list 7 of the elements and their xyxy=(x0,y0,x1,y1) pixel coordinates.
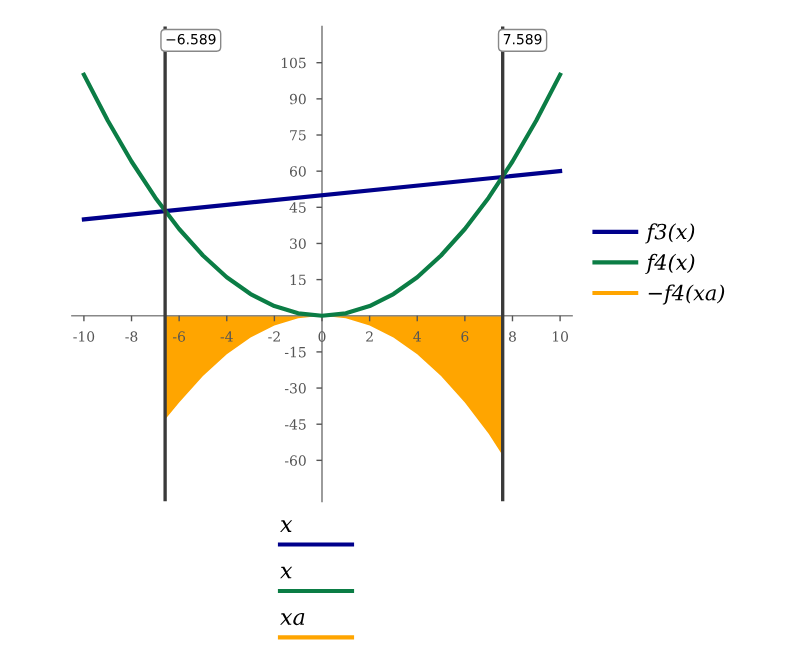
line-series xyxy=(81,72,563,318)
legend-label: f4(x) xyxy=(645,253,695,275)
legend-label: f3(x) xyxy=(645,223,695,244)
text: xa xyxy=(280,613,305,626)
legend-label: −f4(xa) xyxy=(648,284,725,305)
text: x xyxy=(280,566,293,579)
text: x xyxy=(280,520,293,532)
